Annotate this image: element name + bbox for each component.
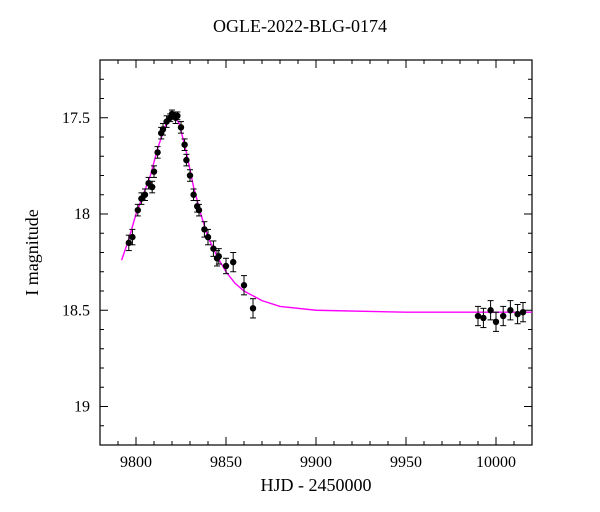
data-point [142,192,148,198]
ytick-label: 19 [74,399,90,416]
data-point [187,172,193,178]
data-point [178,124,184,130]
data-point [151,168,157,174]
data-point [205,234,211,240]
xtick-label: 10000 [476,454,516,471]
data-point [181,142,187,148]
data-point [250,305,256,311]
plot-bg [0,0,600,512]
data-point [154,149,160,155]
data-point [149,184,155,190]
y-axis-label: I magnitude [22,209,42,295]
data-point [129,234,135,240]
data-point [230,259,236,265]
lightcurve-chart: OGLE-2022-BLG-0174 9800 9850 9900 9950 10000 1… [0,0,600,512]
x-axis-label: HJD - 2450000 [261,475,372,495]
data-point [216,253,222,259]
chart-title: OGLE-2022-BLG-0174 [213,16,387,36]
data-point [223,263,229,269]
xtick-label: 9850 [210,454,242,471]
xtick-label: 9800 [120,454,152,471]
data-point [174,113,180,119]
data-point [500,313,506,319]
data-point [493,319,499,325]
ytick-label: 18.5 [62,302,90,319]
data-point [196,207,202,213]
xtick-label: 9900 [300,454,332,471]
ytick-label: 18 [74,206,90,223]
data-point [241,282,247,288]
data-point [507,307,513,313]
data-point [135,207,141,213]
data-point [480,315,486,321]
data-point [190,192,196,198]
data-point [487,307,493,313]
xtick-label: 9950 [390,454,422,471]
data-point [520,309,526,315]
chart-container: OGLE-2022-BLG-0174 9800 9850 9900 9950 10000 1… [0,0,600,512]
data-point [183,157,189,163]
ytick-label: 17.5 [62,110,90,127]
